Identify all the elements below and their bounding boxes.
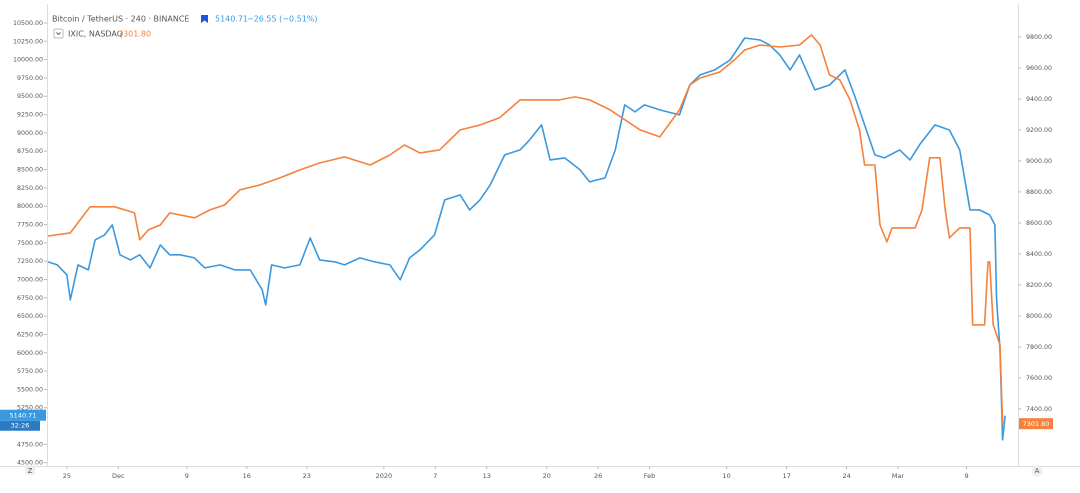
y-tick-label: 10250.00	[13, 38, 43, 45]
price-box	[0, 409, 46, 421]
x-tick-label: 26	[594, 472, 602, 480]
y2-tick-label: 7400.00	[1026, 406, 1052, 413]
y-tick-label: 6750.00	[17, 295, 43, 302]
y-tick-label: 9250.00	[17, 112, 43, 119]
x-tick-label: 25	[63, 472, 71, 480]
x-tick-label: 9	[965, 472, 969, 480]
x-tick-label: 9	[185, 472, 189, 480]
y-tick-label: 7250.00	[17, 258, 43, 265]
y-tick-label: 6250.00	[17, 331, 43, 338]
x-tick-label: 16	[243, 472, 251, 480]
y-tick-label: 8750.00	[17, 148, 43, 155]
price-box	[1019, 418, 1053, 430]
y2-tick-label: 8200.00	[1026, 282, 1052, 289]
y-tick-label: 5750.00	[17, 368, 43, 375]
x-tick-label: Feb	[644, 472, 656, 480]
countdown-box	[0, 420, 40, 431]
y2-tick-label: 9400.00	[1026, 96, 1052, 103]
y-tick-label: 9750.00	[17, 75, 43, 82]
y-tick-label: 7000.00	[17, 276, 43, 283]
price-box-label: 5140.71	[10, 412, 37, 420]
y-tick-label: 9000.00	[17, 130, 43, 137]
x-tick-label: 23	[303, 472, 311, 480]
series-line	[47, 37, 1006, 441]
countdown: 32:26	[11, 422, 30, 430]
y-tick-label: 4500.00	[17, 460, 43, 467]
x-tick-label: 24	[842, 472, 850, 480]
x-tick-label: 7	[433, 472, 437, 480]
y-tick-label: 6000.00	[17, 350, 43, 357]
y2-tick-label: 7600.00	[1026, 375, 1052, 382]
price-box-label: 7301.80	[1023, 420, 1050, 428]
scale-button-label: Z	[28, 467, 33, 475]
change: −26.55 (−0.51%)	[247, 15, 318, 24]
y2-tick-label: 8800.00	[1026, 189, 1052, 196]
price: 5140.71	[215, 15, 248, 24]
y-tick-label: 6500.00	[17, 313, 43, 320]
scale-button[interactable]	[25, 465, 35, 475]
flag-icon	[201, 15, 208, 23]
x-tick-label: 10	[723, 472, 731, 480]
chevron	[56, 32, 61, 36]
y2-tick-label: 8000.00	[1026, 313, 1052, 320]
series-line	[47, 34, 1004, 425]
x-tick-label: Dec	[112, 472, 125, 480]
y-tick-label: 8000.00	[17, 203, 43, 210]
y-tick-label: 5500.00	[17, 386, 43, 393]
x-tick-label: 20	[543, 472, 551, 480]
y-tick-label: 4750.00	[17, 441, 43, 448]
y-tick-label: 8250.00	[17, 185, 43, 192]
x-tick-label: 13	[483, 472, 491, 480]
y-tick-label: 7750.00	[17, 222, 43, 229]
scale-button-label: A	[1035, 467, 1040, 475]
y-tick-label: 10500.00	[13, 20, 43, 27]
x-tick-label: 2020	[376, 472, 393, 480]
y-tick-label: 9500.00	[17, 93, 43, 100]
y-tick-label: 5250.00	[17, 405, 43, 412]
price: 7301.80	[118, 30, 151, 39]
x-tick-label: Mar	[892, 472, 905, 480]
collapse-toggle[interactable]	[53, 28, 64, 39]
y-tick-label: 8500.00	[17, 167, 43, 174]
scale-button[interactable]	[1031, 465, 1043, 477]
y2-tick-label: 8600.00	[1026, 220, 1052, 227]
x-tick-label: 17	[782, 472, 790, 480]
y2-tick-label: 7800.00	[1026, 344, 1052, 351]
y2-tick-label: 8400.00	[1026, 251, 1052, 258]
y-tick-label: 7500.00	[17, 240, 43, 247]
chart-title: Bitcoin / TetherUS · 240 · BINANCE	[52, 15, 189, 24]
legend-entry: IXIC, NASDAQ	[68, 30, 123, 39]
y2-tick-label: 9200.00	[1026, 127, 1052, 134]
y2-tick-label: 9600.00	[1026, 65, 1052, 72]
y2-tick-label: 9800.00	[1026, 34, 1052, 41]
y2-tick-label: 9000.00	[1026, 158, 1052, 165]
y-tick-label: 10000.00	[13, 57, 43, 64]
